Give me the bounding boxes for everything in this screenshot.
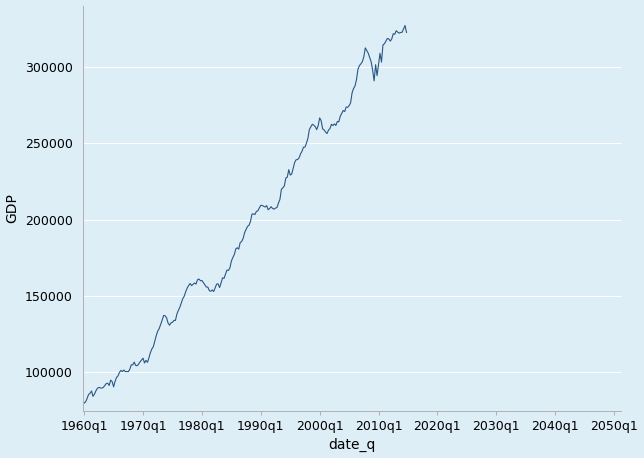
X-axis label: date_q: date_q (328, 438, 375, 453)
Y-axis label: GDP: GDP (6, 193, 19, 223)
